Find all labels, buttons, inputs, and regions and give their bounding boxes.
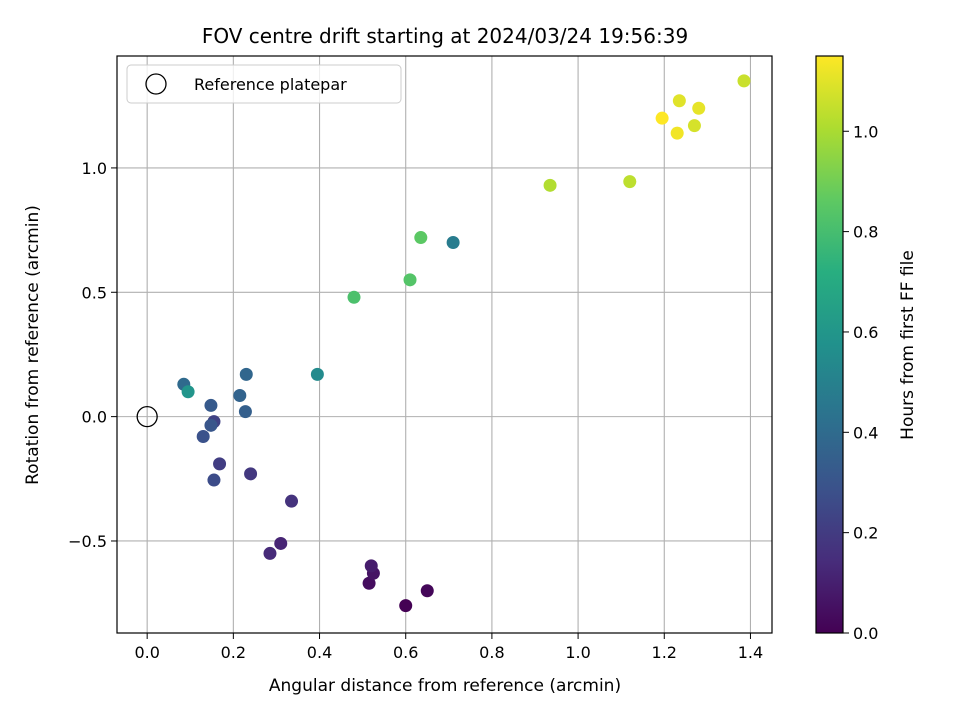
- grid-lines: [117, 56, 772, 633]
- plot-frame: [116, 55, 773, 634]
- colorbar-tick-label: 0.4: [853, 423, 878, 442]
- x-tick-label: 1.0: [565, 643, 590, 662]
- colorbar-tick-label: 0.8: [853, 223, 878, 242]
- x-tick-label: 0.0: [134, 643, 159, 662]
- y-tick-label: 0.5: [82, 283, 107, 302]
- data-point: [207, 473, 221, 487]
- data-point: [692, 101, 706, 115]
- y-axis-ticks: −0.5 0.0 0.5 1.0: [68, 159, 117, 551]
- data-point: [238, 405, 252, 419]
- data-point: [239, 367, 253, 381]
- data-point: [543, 178, 557, 192]
- data-point: [623, 175, 637, 189]
- data-point: [196, 430, 210, 444]
- x-tick-label: 0.2: [221, 643, 246, 662]
- data-point: [181, 385, 195, 399]
- legend-label: Reference platepar: [194, 75, 347, 94]
- data-point: [399, 599, 413, 613]
- data-point: [204, 418, 218, 432]
- legend: Reference platepar: [126, 64, 402, 104]
- data-point: [347, 290, 361, 304]
- y-tick-label: 0.0: [82, 408, 107, 427]
- data-point: [364, 559, 378, 573]
- colorbar: 0.0 0.2 0.4 0.6 0.8 1.0 Hours from first FF f…: [815, 55, 918, 643]
- reference-platepar-marker: [136, 405, 158, 428]
- y-tick-label: −0.5: [68, 532, 107, 551]
- data-point: [672, 94, 686, 108]
- data-point: [244, 467, 258, 481]
- colorbar-tick-label: 0.6: [853, 323, 878, 342]
- data-point: [687, 119, 701, 133]
- y-axis-label: Rotation from reference (arcmin): [23, 205, 43, 485]
- data-point: [403, 273, 417, 287]
- data-point: [233, 388, 247, 402]
- data-point: [446, 236, 460, 250]
- data-point: [213, 457, 227, 471]
- colorbar-tick-label: 0.0: [853, 624, 878, 643]
- legend-marker-open-circle: [145, 73, 167, 95]
- legend-box: [126, 64, 402, 104]
- data-point: [263, 546, 277, 560]
- data-point: [414, 231, 428, 245]
- x-tick-label: 1.4: [738, 643, 763, 662]
- colorbar-tick-label: 1.0: [853, 122, 878, 141]
- data-point: [204, 398, 218, 412]
- y-tick-label: 1.0: [82, 159, 107, 178]
- colorbar-gradient: [815, 55, 844, 634]
- reference-marker-layer: [136, 405, 158, 428]
- x-tick-label: 0.6: [393, 643, 418, 662]
- data-point: [737, 74, 751, 88]
- chart-title: FOV centre drift starting at 2024/03/24 …: [202, 24, 688, 48]
- data-point: [655, 111, 669, 125]
- data-points: [177, 74, 751, 613]
- x-axis-label: Angular distance from reference (arcmin): [269, 676, 621, 696]
- data-point: [274, 536, 288, 550]
- colorbar-label: Hours from first FF file: [898, 250, 918, 440]
- x-tick-label: 0.4: [307, 643, 332, 662]
- x-axis-ticks: 0.0 0.2 0.4 0.6 0.8 1.0 1.2 1.4: [134, 633, 763, 662]
- data-point: [285, 494, 299, 508]
- data-point: [362, 576, 376, 590]
- x-tick-label: 0.8: [479, 643, 504, 662]
- x-tick-label: 1.2: [652, 643, 677, 662]
- colorbar-ticks: 0.0 0.2 0.4 0.6 0.8 1.0: [843, 122, 878, 643]
- colorbar-tick-label: 0.2: [853, 524, 878, 543]
- data-point: [670, 126, 684, 140]
- data-point: [420, 584, 434, 598]
- data-point: [310, 367, 324, 381]
